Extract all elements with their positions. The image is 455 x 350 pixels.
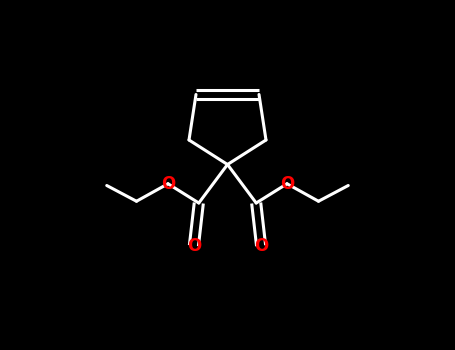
Text: O: O bbox=[161, 175, 175, 193]
Text: O: O bbox=[254, 237, 268, 255]
Text: O: O bbox=[187, 237, 201, 255]
Text: O: O bbox=[280, 175, 294, 193]
